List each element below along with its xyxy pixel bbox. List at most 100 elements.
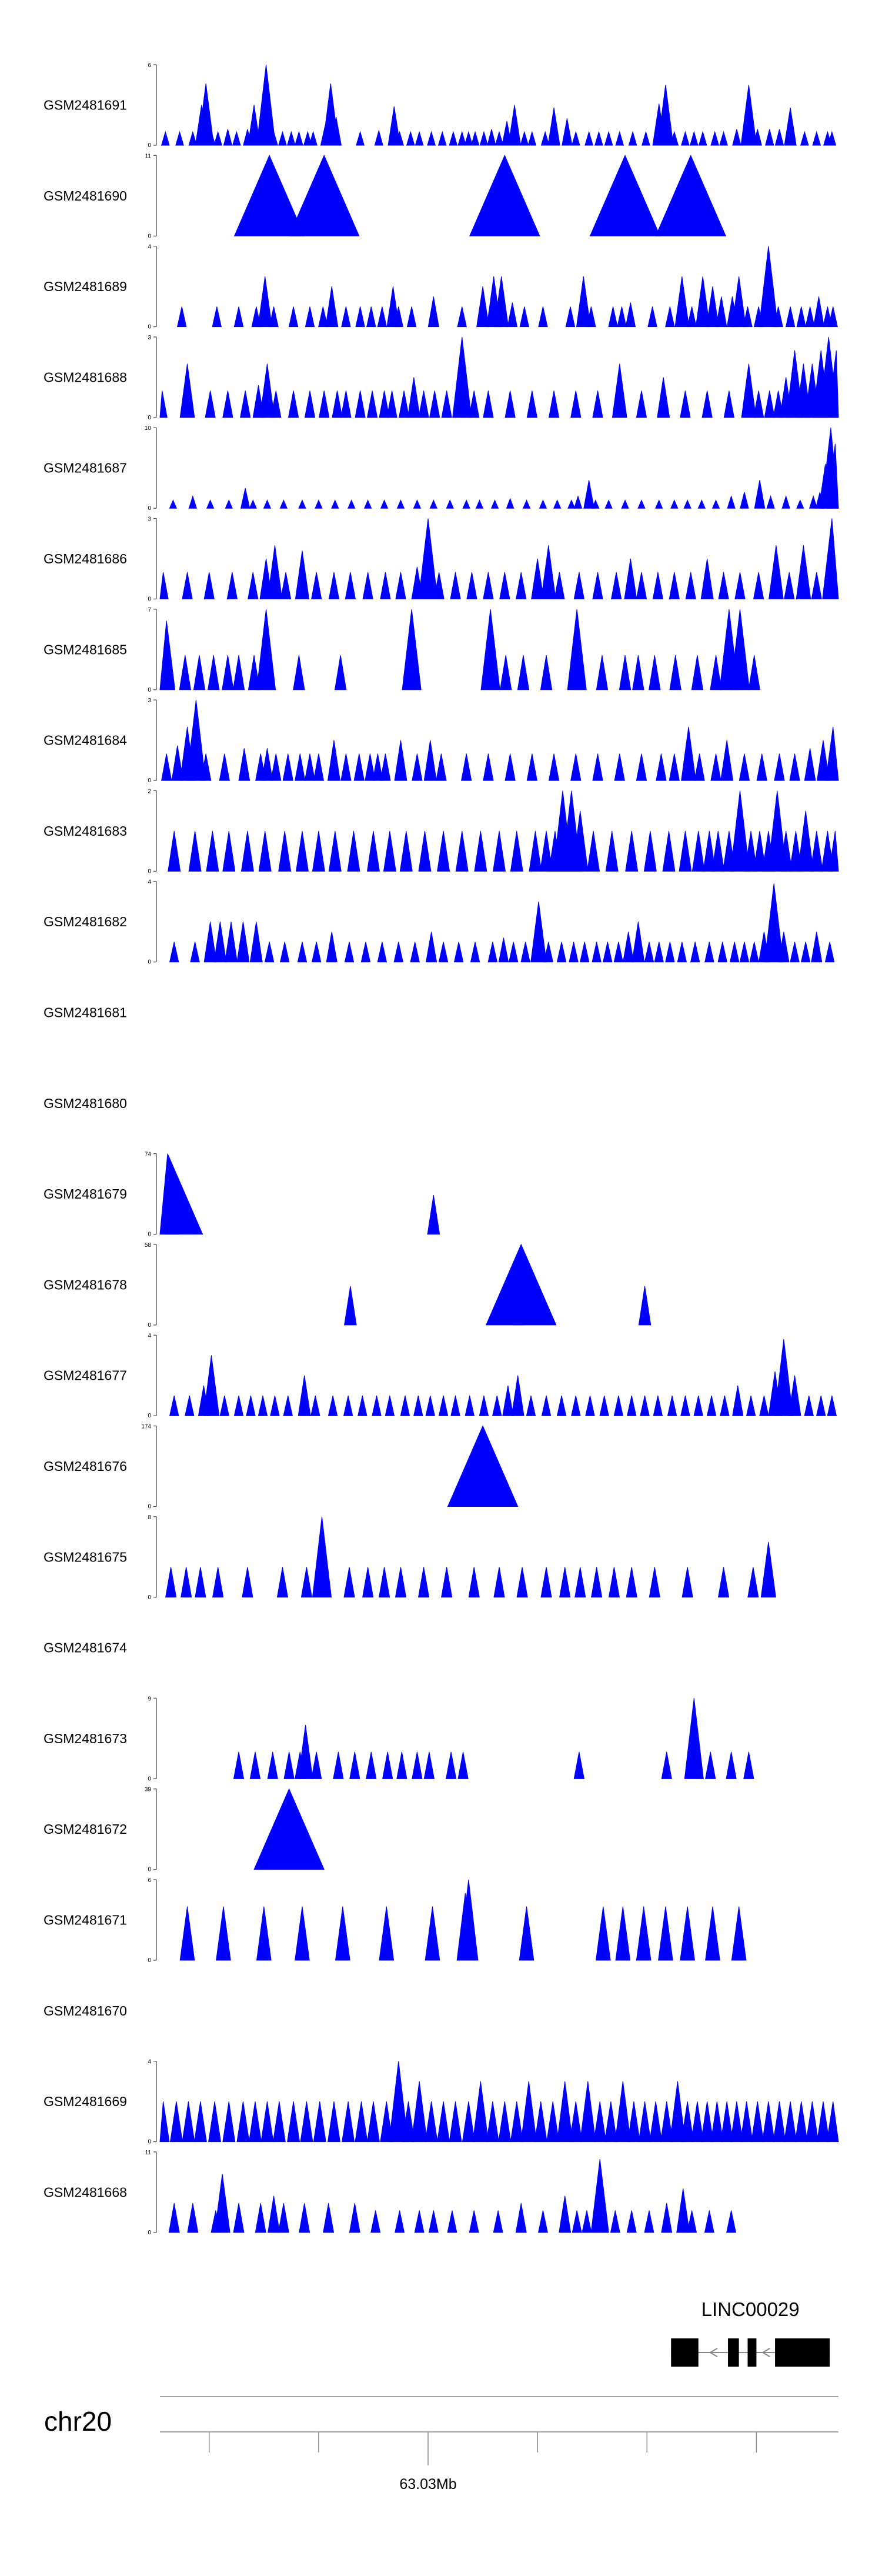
coverage-peak	[195, 1567, 206, 1598]
coverage-peak	[691, 830, 705, 872]
track: GSM2481687 10 0	[44, 425, 839, 512]
coverage-peak	[304, 391, 316, 418]
coverage-peak	[297, 942, 308, 963]
coverage-peak	[207, 131, 216, 146]
coverage-peak	[711, 830, 725, 872]
coverage-peak	[179, 363, 195, 418]
coverage-peak	[604, 131, 613, 146]
coverage-peak	[445, 1751, 457, 1779]
coverage-peak	[342, 2101, 355, 2143]
y-tick-label-max: 39	[145, 1787, 152, 1793]
coverage-peak	[669, 572, 680, 599]
coverage-peak	[340, 391, 352, 418]
coverage-peak	[398, 391, 410, 418]
coverage-peak	[295, 830, 309, 872]
y-tick-label-max: 4	[148, 1333, 151, 1339]
coverage-peak	[212, 306, 222, 328]
coverage-peak	[222, 655, 234, 690]
coverage-peak	[318, 306, 328, 328]
coverage-peak	[347, 830, 360, 872]
coverage-peak	[661, 1751, 672, 1779]
coverage-peak	[670, 131, 679, 146]
coverage-peak	[526, 391, 537, 418]
coverage-peak	[540, 1567, 552, 1598]
coverage-peak	[253, 1788, 325, 1870]
coverage-peak	[312, 830, 325, 872]
axis-tick-label: 63.03Mb	[399, 2476, 456, 2492]
coverage-peak	[328, 830, 342, 872]
coverage-peak	[312, 1516, 332, 1598]
coverage-peak	[498, 937, 509, 963]
coverage-peak	[784, 107, 797, 146]
coverage-peak	[531, 558, 544, 599]
coverage-peak	[515, 2203, 527, 2233]
track-label: GSM2481683	[44, 823, 127, 839]
coverage-peak	[594, 131, 603, 146]
coverage-peak	[169, 942, 179, 963]
coverage-peak	[797, 810, 814, 872]
coverage-peak	[804, 1395, 814, 1416]
coverage-peak	[387, 106, 401, 146]
coverage-peak	[335, 1906, 350, 1961]
track-label: GSM2481676	[44, 1459, 127, 1474]
coverage-peak	[788, 1375, 801, 1416]
coverage-peak	[255, 2203, 266, 2233]
coverage-peak	[761, 2101, 775, 2143]
coverage-peak	[298, 1725, 313, 1779]
track: GSM2481676 174 0	[44, 1424, 519, 1510]
coverage-peak	[406, 131, 415, 146]
coverage-peak	[278, 830, 292, 872]
coverage-peak	[731, 276, 747, 328]
coverage-peak	[827, 443, 839, 509]
coverage-peak	[711, 499, 720, 509]
coverage-peak	[759, 246, 779, 328]
coverage-peak	[615, 1906, 631, 1961]
coverage-peak	[605, 830, 619, 872]
coverage-peak	[345, 572, 356, 599]
coverage-peak	[693, 1395, 703, 1416]
coverage-peak	[159, 572, 169, 599]
coverage-peak	[669, 2081, 686, 2143]
coverage-peak	[258, 276, 273, 328]
coverage-peak	[288, 306, 299, 328]
coverage-peak	[407, 377, 420, 418]
coverage-peak	[628, 131, 637, 146]
coverage-peak	[565, 306, 576, 328]
y-tick-label-zero: 0	[148, 505, 151, 512]
coverage-peak	[677, 942, 687, 963]
coverage-peak	[740, 492, 749, 509]
y-tick-label-zero: 0	[148, 1776, 151, 1782]
coverage-peak	[236, 2101, 250, 2143]
coverage-peak	[570, 391, 582, 418]
coverage-peak	[226, 572, 238, 599]
coverage-peak	[744, 830, 758, 872]
track-label: GSM2481669	[44, 2094, 127, 2109]
coverage-peak	[794, 2101, 808, 2143]
coverage-peak	[543, 942, 553, 963]
coverage-peak	[429, 391, 440, 418]
coverage-peak	[423, 740, 437, 781]
coverage-peak	[548, 391, 560, 418]
coverage-peak	[718, 572, 729, 599]
coverage-peak	[181, 1567, 192, 1598]
coverage-peak	[224, 922, 238, 963]
coverage-peak	[205, 391, 216, 418]
coverage-peak	[816, 2101, 830, 2143]
coverage-peak	[591, 1567, 603, 1598]
coverage-peak	[694, 753, 705, 781]
coverage-peak	[624, 558, 637, 599]
coverage-peak	[747, 1567, 759, 1598]
coverage-peak	[751, 2101, 764, 2143]
coverage-peak	[657, 85, 674, 146]
coverage-peak	[626, 2210, 637, 2233]
coverage-peak	[479, 131, 489, 146]
coverage-peak	[623, 932, 634, 963]
coverage-peak	[334, 655, 347, 690]
coverage-peak	[394, 740, 407, 781]
coverage-peak	[299, 2203, 310, 2233]
coverage-peak	[720, 2101, 734, 2143]
coverage-peak	[812, 131, 821, 146]
coverage-peak	[516, 572, 527, 599]
track: GSM2481681	[44, 1005, 127, 1020]
y-tick-label-max: 4	[148, 244, 151, 251]
